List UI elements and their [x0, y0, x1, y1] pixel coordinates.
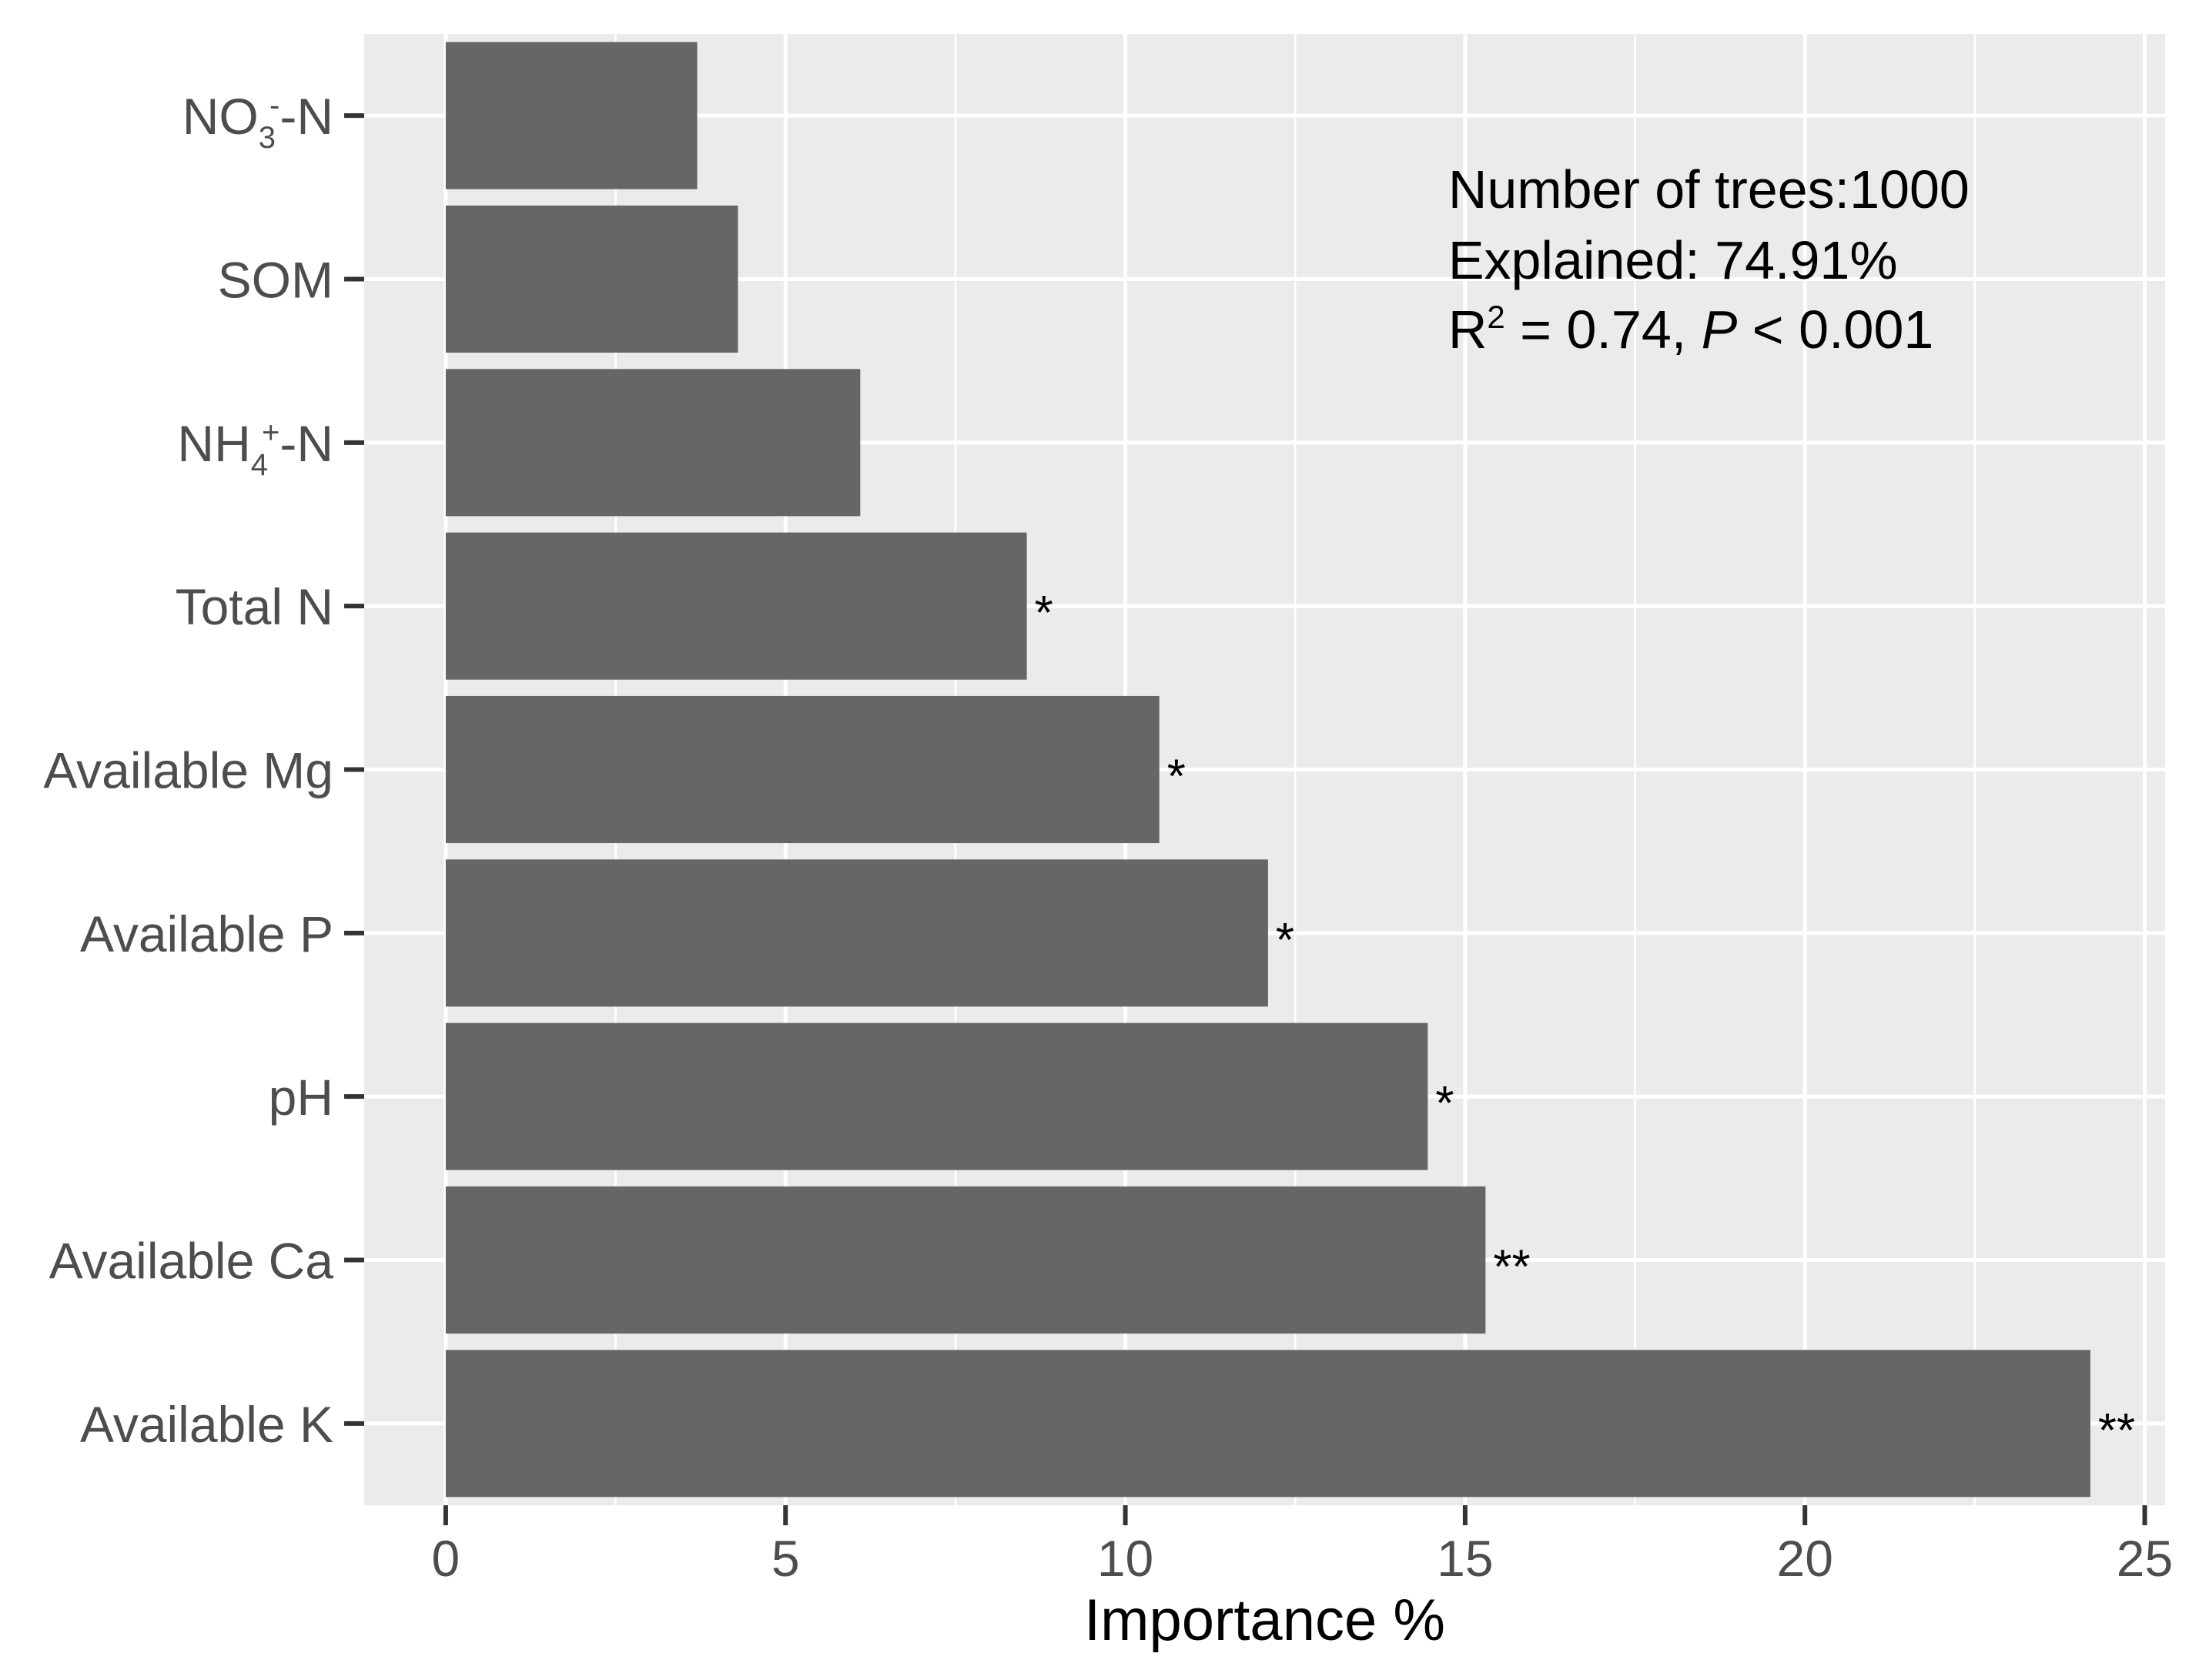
- y-tick-label: NO3--N: [182, 88, 333, 155]
- y-tick-label: Available Ca: [49, 1233, 334, 1290]
- bar: [445, 695, 1160, 844]
- y-tick-label: SOM: [218, 252, 333, 309]
- y-tick-label: NH4+-N: [177, 415, 333, 482]
- bar: [445, 859, 1268, 1007]
- annotation-trees: Number of trees:1000: [1448, 159, 1970, 219]
- annotation-r-sup: 2: [1487, 299, 1504, 335]
- y-tick-label: Available K: [80, 1396, 333, 1453]
- annotation-explained: Explained: 74.91%: [1448, 230, 1898, 290]
- x-tick-label: 10: [1097, 1530, 1153, 1587]
- bar: [445, 205, 738, 353]
- y-tick-label: Total N: [176, 578, 333, 635]
- bars: [445, 42, 2090, 1498]
- annotation-r2-p: R2 = 0.74, P < 0.001: [1448, 299, 1934, 360]
- significance-label: *: [1435, 1077, 1454, 1130]
- x-tick-label: 15: [1437, 1530, 1493, 1587]
- y-tick-label: Available P: [80, 905, 333, 962]
- bar: [445, 1022, 1428, 1170]
- x-tick-label: 0: [432, 1530, 460, 1587]
- significance-labels: ********: [1035, 587, 2136, 1457]
- bar: [445, 532, 1027, 680]
- x-axis: 0 5 10 15 20 25: [432, 1505, 2173, 1587]
- significance-label: *: [1276, 914, 1294, 967]
- y-axis: NO3--N SOM NH4+-N Total N Available Mg Availa…: [43, 88, 364, 1453]
- x-tick-label: 25: [2117, 1530, 2173, 1587]
- significance-label: *: [1167, 751, 1186, 804]
- annotation-p: P: [1702, 300, 1738, 360]
- y-tick-label: pH: [269, 1069, 333, 1126]
- annotation-r-mid: = 0.74,: [1505, 300, 1702, 360]
- bar: [445, 1186, 1486, 1334]
- bar: [445, 369, 861, 517]
- bar: [445, 1350, 2090, 1498]
- bar: [445, 42, 698, 189]
- x-tick-label: 5: [771, 1530, 800, 1587]
- y-tick-label: Available Mg: [43, 742, 333, 799]
- annotation-r: R: [1448, 300, 1488, 360]
- annotation-p-end: < 0.001: [1737, 300, 1933, 360]
- significance-label: **: [2098, 1404, 2135, 1457]
- significance-label: *: [1035, 587, 1053, 640]
- significance-label: **: [1493, 1241, 1530, 1294]
- x-tick-label: 20: [1776, 1530, 1832, 1587]
- model-stats-annotation: Number of trees:1000 Explained: 74.91% R…: [1448, 159, 1970, 360]
- x-axis-title: Importance %: [1084, 1588, 1445, 1653]
